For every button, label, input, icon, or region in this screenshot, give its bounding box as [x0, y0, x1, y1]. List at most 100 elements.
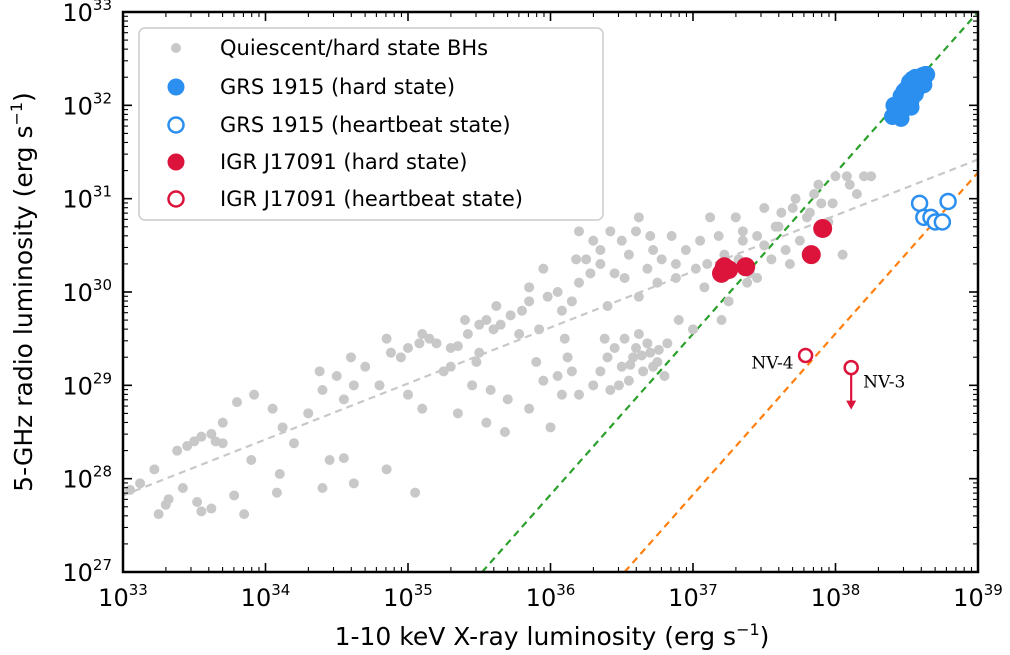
quiescent-point — [585, 268, 596, 279]
quiescent-point — [816, 198, 827, 209]
quiescent-point — [149, 464, 160, 475]
quiescent-point — [514, 329, 525, 339]
quiescent-point — [595, 245, 606, 255]
legend-label-grs-hard: GRS 1915 (hard state) — [220, 75, 455, 99]
quiescent-point — [462, 329, 473, 339]
quiescent-point — [653, 344, 664, 355]
quiescent-point — [605, 226, 616, 237]
quiescent-point — [348, 380, 359, 391]
grs-hard-point — [892, 109, 910, 127]
quiescent-point — [566, 366, 577, 377]
quiescent-point — [837, 249, 848, 260]
quiescent-point — [605, 385, 616, 395]
legend-label-igr-heartbeat: IGR J17091 (heartbeat state) — [220, 187, 523, 211]
quiescent-point — [217, 417, 228, 428]
quiescent-point — [625, 359, 636, 370]
quiescent-point — [642, 263, 653, 274]
quiescent-point — [552, 371, 563, 381]
quiescent-point — [737, 226, 748, 237]
quiescent-point — [417, 329, 428, 339]
orange-correlation-line — [623, 171, 978, 572]
quiescent-point — [552, 287, 563, 297]
quiescent-point — [716, 315, 727, 325]
quiescent-point — [794, 235, 805, 246]
quiescent-point — [616, 235, 627, 246]
quiescent-point — [619, 333, 630, 344]
quiescent-point — [538, 263, 549, 274]
quiescent-point — [699, 282, 710, 293]
quiescent-point — [851, 189, 862, 199]
quiescent-point — [524, 282, 535, 293]
x-tick-label: 1037 — [668, 581, 718, 612]
quiescent-point — [759, 240, 770, 251]
quiescent-point — [303, 408, 314, 419]
quiescent-point — [556, 389, 567, 400]
quiescent-point — [196, 431, 207, 442]
quiescent-point — [410, 487, 421, 498]
quiescent-point — [804, 207, 815, 218]
quiescent-point — [317, 385, 328, 395]
quiescent-point — [491, 301, 502, 311]
quiescent-point — [631, 226, 641, 237]
annotation-nv-3: NV-3 — [863, 373, 905, 393]
quiescent-point — [317, 483, 328, 493]
quiescent-point — [638, 366, 649, 377]
upper-limit-arrow-head — [846, 400, 857, 410]
quiescent-point — [633, 329, 644, 339]
quiescent-point — [636, 350, 647, 361]
grs-heartbeat-point — [910, 194, 929, 213]
quiescent-point — [381, 333, 392, 344]
legend-label-igr-hard: IGR J17091 (hard state) — [220, 150, 467, 174]
quiescent-point — [239, 509, 250, 520]
x-tick-label: 1039 — [953, 581, 1003, 612]
green-correlation-line — [481, 12, 978, 572]
quiescent-point — [338, 453, 349, 464]
quiescent-point — [562, 352, 573, 363]
quiescent-point — [206, 503, 217, 514]
quiescent-point — [485, 385, 496, 395]
quiescent-point — [673, 315, 684, 325]
quiescent-point — [866, 171, 877, 182]
x-tick-label: 1036 — [526, 581, 576, 612]
quiescent-point — [645, 231, 656, 241]
quiescent-point — [830, 171, 841, 182]
quiescent-point — [609, 343, 620, 353]
quiescent-point — [217, 438, 228, 449]
igr-hard-point — [736, 257, 756, 277]
quiescent-point — [206, 428, 217, 439]
annotation-nv-4: NV-4 — [751, 353, 793, 373]
quiescent-point — [403, 389, 413, 400]
quiescent-point — [517, 305, 527, 316]
quiescent-point — [385, 347, 396, 358]
quiescent-point — [177, 483, 188, 493]
x-tick-label: 1034 — [241, 581, 291, 612]
quiescent-point — [499, 427, 510, 437]
quiescent-point — [737, 235, 748, 246]
x-tick-label: 1035 — [383, 581, 433, 612]
quiescent-point — [602, 301, 613, 311]
quiescent-point — [545, 422, 556, 433]
quiescent-point — [827, 198, 838, 209]
quiescent-point — [338, 394, 349, 405]
quiescent-point — [841, 171, 852, 182]
quiescent-point — [502, 394, 513, 405]
quiescent-point — [232, 397, 242, 408]
quiescent-point — [445, 361, 456, 372]
legend: Quiescent/hard state BHs GRS 1915 (hard … — [138, 27, 604, 221]
quiescent-point — [182, 441, 193, 451]
quiescent-point — [623, 249, 634, 260]
quiescent-point — [331, 371, 342, 381]
quiescent-point — [374, 380, 385, 391]
quiescent-point — [809, 189, 820, 199]
igr-hard-point — [719, 260, 739, 280]
quiescent-point — [524, 296, 535, 307]
igr-hard-point — [813, 219, 833, 239]
y-tick-label: 1029 — [62, 369, 112, 400]
quiescent-point — [702, 259, 713, 269]
quiescent-point — [271, 487, 282, 498]
quiescent-point — [488, 324, 499, 335]
grs-heartbeat-point — [939, 192, 957, 211]
quiescent-point — [770, 221, 781, 232]
quiescent-point — [534, 324, 545, 335]
quiescent-point — [135, 478, 146, 489]
